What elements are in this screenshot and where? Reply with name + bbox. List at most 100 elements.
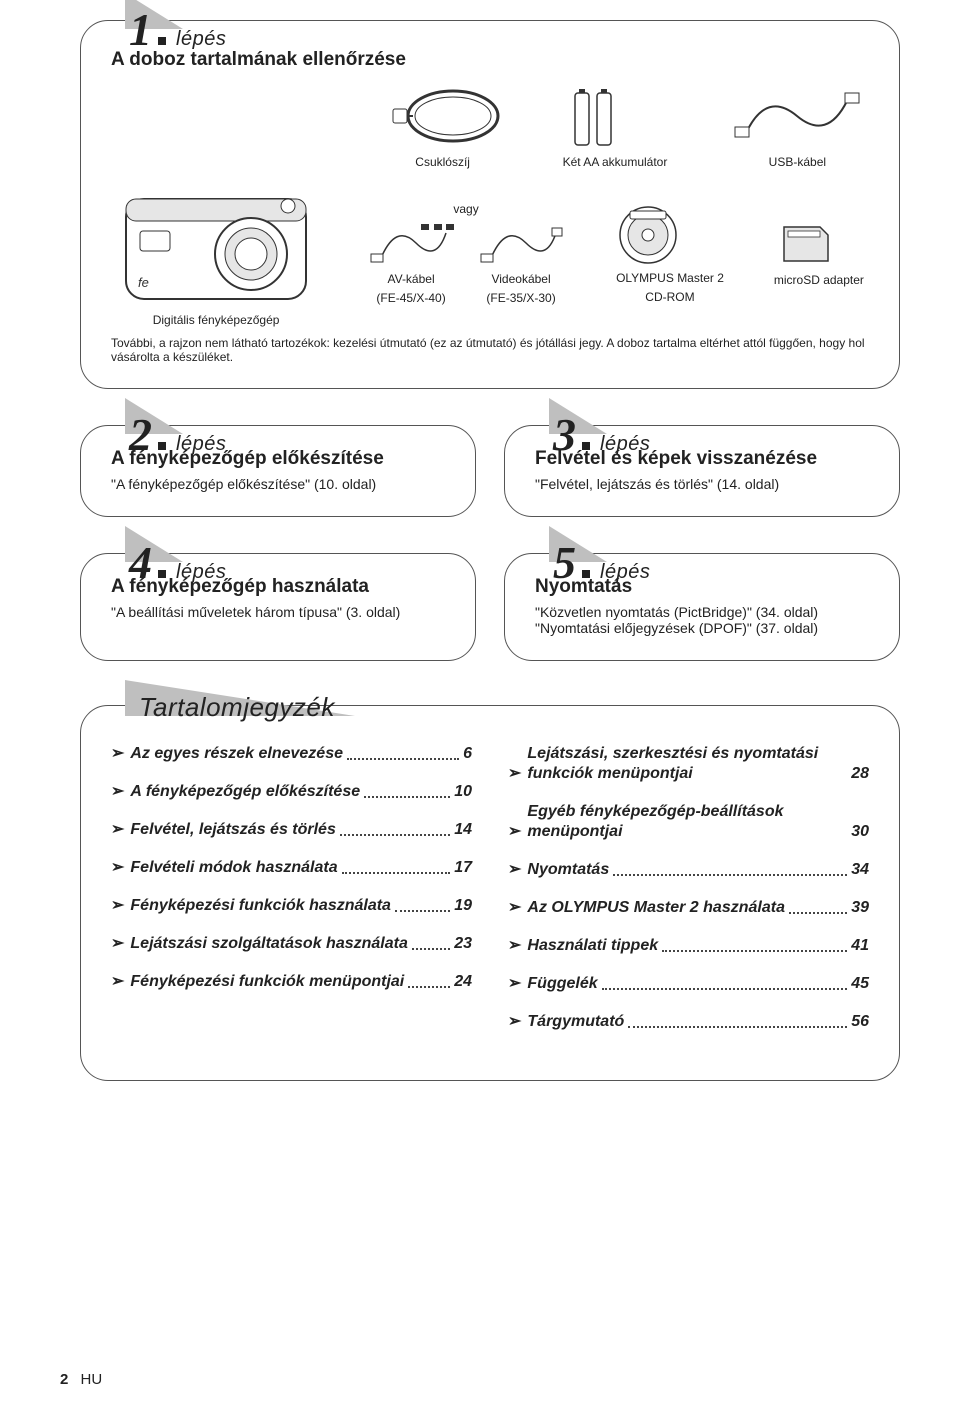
step4-number: 4 <box>129 536 152 589</box>
toc-label: Felvételi módok használata <box>130 858 337 878</box>
step2-label: 2 lépés <box>129 408 226 461</box>
batteries-block: Két AA akkumulátor <box>563 81 668 169</box>
toc-row: ➢ Felvételi módok használata 17 <box>111 858 472 878</box>
toc-label: Lejátszási szolgáltatások használata <box>130 934 407 954</box>
toc-leader <box>408 980 450 988</box>
step3-number: 3 <box>553 408 576 461</box>
step1-note: További, a rajzon nem látható tartozékok… <box>111 336 869 364</box>
step-dot-icon <box>582 570 590 578</box>
vagy-label: vagy <box>366 202 566 216</box>
toc-card: Tartalomjegyzék ➢Az egyes részek elnevez… <box>80 705 900 1081</box>
toc-page: 23 <box>454 934 472 954</box>
sd-card-icon <box>774 219 838 269</box>
step4-label: 4 lépés <box>129 536 226 589</box>
step-dot-icon <box>582 442 590 450</box>
batteries-icon <box>563 81 623 151</box>
page-footer: 2 HU <box>60 1371 102 1388</box>
toc-leader <box>412 942 450 950</box>
toc-arrow-icon: ➢ <box>111 972 124 992</box>
toc-label: Tárgymutató <box>527 1012 624 1032</box>
toc-label: A fényképezőgép előkészítése <box>130 782 360 802</box>
toc-row: ➢Használati tippek41 <box>508 936 869 956</box>
camera-icon: fe <box>116 179 316 309</box>
step3-lepes: lépés <box>600 433 650 456</box>
toc-label: Egyéb fényképezőgép-beállítások menüpont… <box>527 802 843 842</box>
toc-label: Felvétel, lejátszás és törlés <box>130 820 335 840</box>
toc-page: 56 <box>851 1012 869 1032</box>
step-dot-icon <box>158 37 166 45</box>
toc-arrow-icon: ➢ <box>508 822 521 842</box>
toc-page: 10 <box>454 782 472 802</box>
toc-page: 14 <box>454 820 472 840</box>
toc-page: 6 <box>463 744 472 764</box>
step2-sub: "A fényképezőgép előkészítése" (10. olda… <box>111 476 445 492</box>
step5-sub2: "Nyomtatási előjegyzések (DPOF)" (37. ol… <box>535 620 869 636</box>
toc-leader <box>789 906 847 914</box>
toc-label: Az egyes részek elnevezése <box>130 744 343 764</box>
toc-title: Tartalomjegyzék <box>139 692 335 723</box>
cd-icon <box>616 203 680 267</box>
toc-label: Az OLYMPUS Master 2 használata <box>527 898 785 918</box>
step1-label: 1 lépés <box>129 3 226 56</box>
toc-arrow-icon: ➢ <box>111 820 124 840</box>
step-dot-icon <box>158 570 166 578</box>
step1-number: 1 <box>129 3 152 56</box>
av-model: (FE-45/X-40) <box>366 291 456 305</box>
strap-label: Csuklószíj <box>383 155 503 169</box>
toc-leader <box>395 904 450 912</box>
cd-block: OLYMPUS Master 2 CD-ROM <box>616 203 724 304</box>
svg-text:fe: fe <box>138 275 149 290</box>
step2-lepes: lépés <box>176 433 226 456</box>
box-contents-row2: fe Digitális fényképezőgép vagy <box>111 179 869 327</box>
toc-row: ➢Fényképezési funkciók használata19 <box>111 896 472 916</box>
toc-arrow-icon: ➢ <box>111 744 124 764</box>
batteries-label: Két AA akkumulátor <box>563 155 668 169</box>
toc-leader <box>347 752 459 760</box>
toc-row: ➢Függelék45 <box>508 974 869 994</box>
toc-page: 45 <box>851 974 869 994</box>
video-model: (FE-35/X-30) <box>476 291 566 305</box>
toc-label: Lejátszási, szerkesztési és nyomtatási f… <box>527 744 843 784</box>
camera-block: fe Digitális fényképezőgép <box>116 179 316 327</box>
step4-lepes: lépés <box>176 561 226 584</box>
strap-icon <box>383 81 503 151</box>
toc-leader <box>342 866 451 874</box>
toc-page: 39 <box>851 898 869 918</box>
usb-cable-icon <box>727 81 867 151</box>
toc-leader <box>613 868 847 876</box>
toc-label: Fényképezési funkciók használata <box>130 896 391 916</box>
toc-arrow-icon: ➢ <box>508 764 521 784</box>
toc-arrow-icon: ➢ <box>111 858 124 878</box>
toc-label: Függelék <box>527 974 597 994</box>
toc-label: Nyomtatás <box>527 860 609 880</box>
toc-row: ➢Fényképezési funkciók menüpontjai24 <box>111 972 472 992</box>
step5-sub1: "Közvetlen nyomtatás (PictBridge)" (34. … <box>535 604 869 620</box>
toc-arrow-icon: ➢ <box>111 934 124 954</box>
step3-card: 3 lépés Felvétel és képek visszanézése "… <box>504 425 900 517</box>
toc-row: ➢ Lejátszási, szerkesztési és nyomtatási … <box>508 744 869 784</box>
toc-right-col: ➢ Lejátszási, szerkesztési és nyomtatási … <box>508 744 869 1050</box>
toc-row: ➢ Lejátszási szolgáltatások használata 23 <box>111 934 472 954</box>
toc-leader <box>340 828 450 836</box>
step2-number: 2 <box>129 408 152 461</box>
toc-arrow-icon: ➢ <box>111 782 124 802</box>
page-number: 2 <box>60 1371 68 1388</box>
cd-label: OLYMPUS Master 2 <box>616 271 724 285</box>
toc-leader <box>364 790 450 798</box>
page-lang: HU <box>81 1371 103 1388</box>
camera-label: Digitális fényképezőgép <box>116 313 316 327</box>
toc-arrow-icon: ➢ <box>508 936 521 956</box>
step5-number: 5 <box>553 536 576 589</box>
step1-card: 1 lépés A doboz tartalmának ellenőrzése … <box>80 20 900 389</box>
toc-leader <box>662 944 847 952</box>
step2-card: 2 lépés A fényképezőgép előkészítése "A … <box>80 425 476 517</box>
toc-page: 17 <box>454 858 472 878</box>
step-dot-icon <box>158 442 166 450</box>
step3-sub: "Felvétel, lejátszás és törlés" (14. old… <box>535 476 869 492</box>
toc-arrow-icon: ➢ <box>508 898 521 918</box>
av-label: AV-kábel <box>366 272 456 286</box>
cables-block: vagy AV-kábel (FE-45/X-40) <box>366 202 566 305</box>
av-cable-icon <box>366 218 456 268</box>
step4-sub: "A beállítási műveletek három típusa" (3… <box>111 604 445 620</box>
toc-arrow-icon: ➢ <box>111 896 124 916</box>
